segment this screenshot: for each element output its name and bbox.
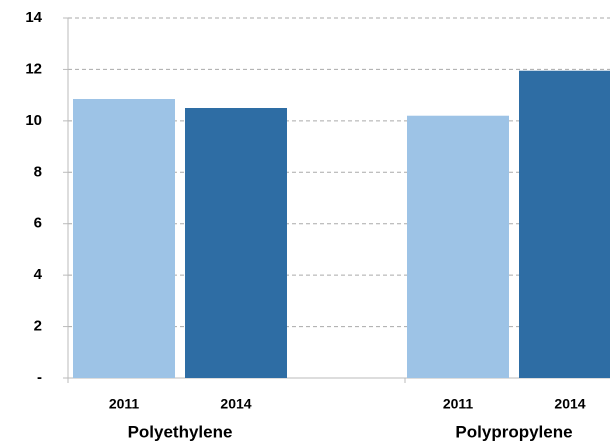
x-tick-label: Polypropylene xyxy=(455,422,572,441)
bar xyxy=(519,70,610,378)
series-label: 2014 xyxy=(554,396,585,412)
y-tick-label: 12 xyxy=(25,60,42,77)
y-tick-label: 10 xyxy=(25,112,42,129)
bar xyxy=(73,99,175,378)
y-tick-label: 6 xyxy=(34,215,42,232)
x-tick-label: Polyethylene xyxy=(128,422,233,441)
y-tick-label: 4 xyxy=(34,266,43,283)
y-tick-label: 14 xyxy=(25,9,42,26)
bar xyxy=(407,115,509,378)
y-tick-label: - xyxy=(37,369,42,386)
series-label: 2014 xyxy=(220,396,251,412)
series-label: 2011 xyxy=(443,396,474,412)
y-tick-label: 8 xyxy=(34,163,42,180)
y-tick-label: 2 xyxy=(34,318,42,335)
series-label: 2011 xyxy=(109,396,140,412)
bar xyxy=(185,108,287,378)
